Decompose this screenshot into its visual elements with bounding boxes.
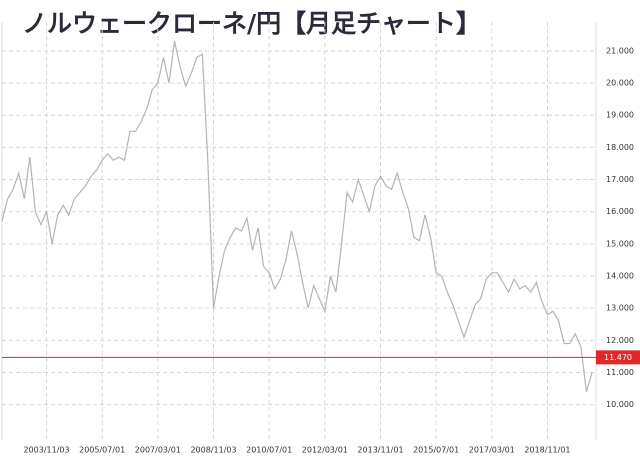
y-tick-label: 14.000 bbox=[606, 272, 634, 281]
y-tick-label: 15.000 bbox=[606, 239, 634, 248]
x-tick-label: 2003/11/03 bbox=[23, 446, 69, 455]
y-tick-label: 12.000 bbox=[606, 336, 634, 345]
y-tick-label: 11.000 bbox=[606, 368, 634, 377]
x-tick-label: 2007/03/01 bbox=[135, 446, 181, 455]
x-tick-label: 2012/03/01 bbox=[302, 446, 348, 455]
x-tick-label: 2008/11/03 bbox=[190, 446, 236, 455]
y-tick-label: 10.000 bbox=[606, 400, 634, 409]
x-tick-label: 2005/07/01 bbox=[79, 446, 125, 455]
x-tick-label: 2010/07/01 bbox=[246, 446, 292, 455]
y-tick-label: 19.000 bbox=[606, 111, 634, 120]
y-tick-label: 16.000 bbox=[606, 207, 634, 216]
price-line bbox=[1, 41, 593, 392]
y-tick-label: 21.000 bbox=[606, 46, 634, 55]
current-price-label: 11.470 bbox=[604, 353, 632, 362]
x-tick-label: 2015/07/01 bbox=[413, 446, 459, 455]
chart-title: ノルウェークローネ/円【月足チャート】 bbox=[22, 9, 481, 38]
x-tick-label: 2017/03/01 bbox=[469, 446, 515, 455]
y-tick-label: 20.000 bbox=[606, 79, 634, 88]
x-tick-label: 2013/11/01 bbox=[357, 446, 403, 455]
x-tick-label: 2018/11/01 bbox=[524, 446, 570, 455]
y-tick-label: 17.000 bbox=[606, 175, 634, 184]
y-tick-label: 13.000 bbox=[606, 304, 634, 313]
y-tick-label: 18.000 bbox=[606, 143, 634, 152]
current-price-box bbox=[596, 350, 640, 365]
